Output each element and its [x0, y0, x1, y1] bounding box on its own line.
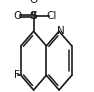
Text: O: O — [13, 11, 21, 21]
Text: O: O — [30, 0, 38, 5]
Text: F: F — [14, 70, 19, 80]
Text: S: S — [30, 11, 38, 21]
Text: Cl: Cl — [47, 11, 57, 21]
Text: N: N — [57, 26, 65, 36]
